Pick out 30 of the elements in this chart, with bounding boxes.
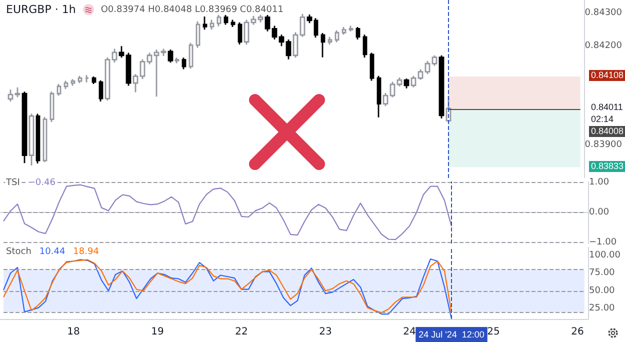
annotation: 18.94 <box>72 247 100 257</box>
x-tick-label: 25 <box>487 326 500 338</box>
y-tick-label: 75.00 <box>589 268 616 278</box>
text: 02:14 <box>589 114 616 126</box>
ref-line-label: 0.84008 <box>589 126 625 138</box>
chart-title: EURGBP · 1h <box>5 3 77 16</box>
y-tick-label: 50.00 <box>589 286 616 296</box>
chart-title: Stoch <box>5 247 32 257</box>
x-tick-label: 24 <box>403 326 416 338</box>
chart-title: TSI <box>5 178 21 188</box>
y-tick-label: 25.00 <box>589 303 616 314</box>
x-tick-label: 18 <box>67 326 80 338</box>
band-label: 0.84108 <box>589 70 625 82</box>
y-tick-label: 100.00 <box>589 250 621 260</box>
x-tick-label: 26 <box>571 326 584 338</box>
annotation: 10.44 <box>38 247 66 257</box>
x-tick-label: 24 Jul '24 12:00 <box>418 330 484 340</box>
x-tick-label: 23 <box>319 326 332 338</box>
annotation: −0.46 <box>26 178 56 188</box>
y-tick-label: 0.84200 <box>584 41 622 52</box>
y-tick-label: −1.00 <box>589 238 617 248</box>
band-label: 0.83833 <box>589 161 625 172</box>
y-tick-label: 1.00 <box>589 177 610 188</box>
y-tick-label: 0.84300 <box>584 8 622 18</box>
y-tick-label: 0.00 <box>589 208 610 218</box>
text: 0.84011 <box>589 102 625 114</box>
text: O0.83974 H0.84048 L0.83969 C0.84011 <box>100 4 284 14</box>
x-tick-label: 19 <box>151 326 164 338</box>
x-tick-label: 22 <box>235 326 248 338</box>
y-tick-label: 0.83900 <box>584 140 622 150</box>
